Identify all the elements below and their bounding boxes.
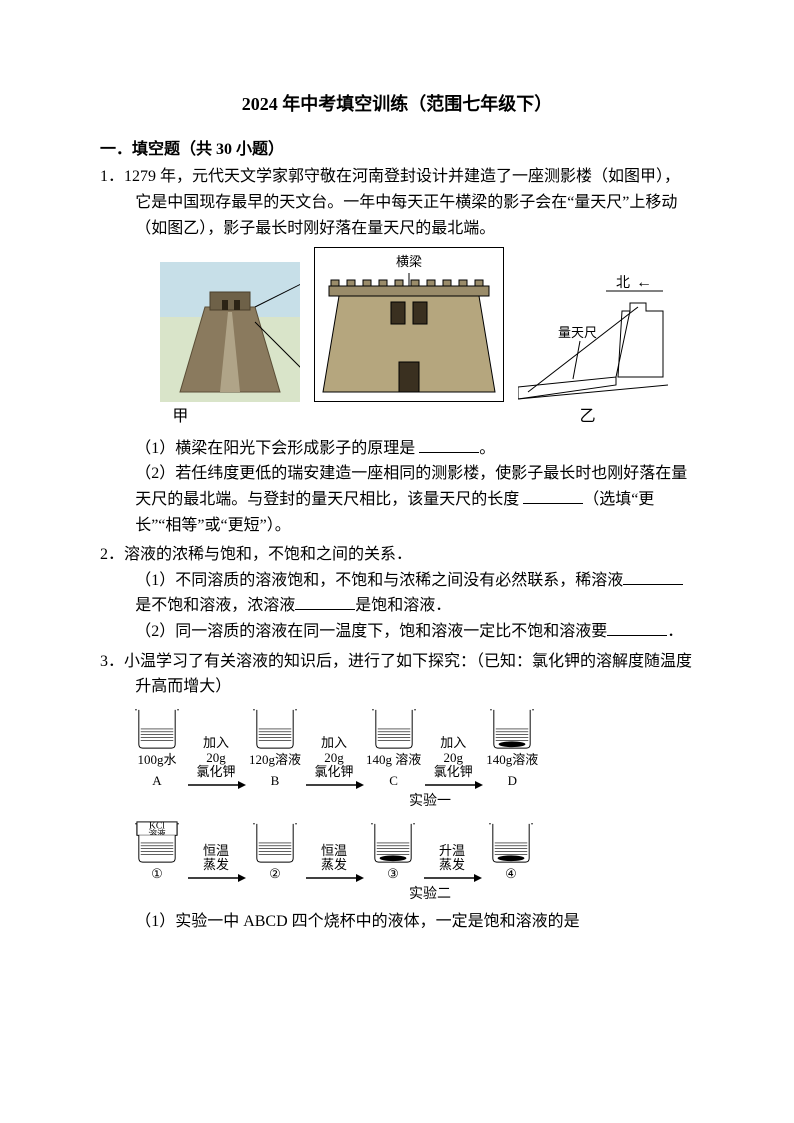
blank[interactable] bbox=[419, 436, 479, 453]
building-svg bbox=[319, 252, 499, 397]
arrow: 恒温蒸发 bbox=[304, 844, 364, 885]
arrow: 加入20g氯化钾 bbox=[304, 736, 364, 791]
arrow-left-icon: ← bbox=[636, 274, 652, 291]
exp2-label: 实验二 bbox=[190, 884, 670, 906]
side-view-diagram: 北 ← 量天尺 bbox=[518, 267, 668, 402]
q1-num: 1． bbox=[100, 168, 124, 185]
q3-body: 3．小温学习了有关溶液的知识后，进行了如下探究：（已知：氯化钾的溶解度随温度升高… bbox=[100, 649, 694, 700]
beaker: 120g溶液B bbox=[248, 706, 302, 792]
arrow: 升温蒸发 bbox=[422, 844, 482, 885]
blank[interactable] bbox=[295, 593, 355, 610]
exp1-label: 实验一 bbox=[190, 791, 670, 813]
page-title: 2024 年中考填空训练（范围七年级下） bbox=[100, 90, 694, 119]
q1-body: 1．1279 年，元代天文学家郭守敬在河南登封设计并建造了一座测影楼（如图甲），… bbox=[100, 164, 694, 241]
caption-a: 甲 bbox=[172, 404, 188, 430]
q1-text: 1279 年，元代天文学家郭守敬在河南登封设计并建造了一座测影楼（如图甲），它是… bbox=[124, 168, 680, 236]
q2-sub2: （2）同一溶质的溶液在同一温度下，饱和溶液一定比不饱和溶液要． bbox=[100, 619, 694, 645]
arrow: 加入20g氯化钾 bbox=[186, 736, 246, 791]
exp2-row: KCl 溶液 ① 恒温蒸发 ② 恒温蒸发 ③ 升温蒸发 bbox=[130, 820, 694, 885]
ruler-label: 量天尺 bbox=[558, 325, 597, 340]
page: 2024 年中考填空训练（范围七年级下） 一．填空题（共 30 小题） 1．12… bbox=[0, 0, 794, 978]
beaker: KCl 溶液 ① bbox=[130, 820, 184, 885]
exp1-row: 100g水A 加入20g氯化钾 120g溶液B 加入20g氯化钾 140g 溶液… bbox=[130, 706, 694, 792]
q1-sub1: （1）横梁在阳光下会形成影子的原理是 。 bbox=[100, 436, 694, 462]
q1-captions: 甲 x 乙 bbox=[134, 404, 634, 430]
question-2: 2．溶液的浓稀与饱和，不饱和之间的关系． （1）不同溶质的溶液饱和，不饱和与浓稀… bbox=[100, 542, 694, 644]
beam-label: 横梁 bbox=[394, 252, 424, 273]
q2-sub1: （1）不同溶质的溶液饱和，不饱和与浓稀之间没有必然联系，稀溶液是不饱和溶液，浓溶… bbox=[100, 568, 694, 619]
question-3: 3．小温学习了有关溶液的知识后，进行了如下探究：（已知：氯化钾的溶解度随温度升高… bbox=[100, 649, 694, 935]
blank[interactable] bbox=[607, 619, 667, 636]
section-heading: 一．填空题（共 30 小题） bbox=[100, 137, 694, 163]
blank[interactable] bbox=[523, 487, 583, 504]
q1-figures: 横梁 bbox=[134, 247, 694, 402]
beaker: ② bbox=[248, 820, 302, 885]
q2-body: 2．溶液的浓稀与饱和，不饱和之间的关系． bbox=[100, 542, 694, 568]
caption-b: 乙 bbox=[580, 404, 596, 430]
beaker: 100g水A bbox=[130, 706, 184, 792]
beaker: ④ bbox=[484, 820, 538, 885]
blank[interactable] bbox=[623, 568, 683, 585]
tower-photo bbox=[160, 262, 300, 402]
arrow: 加入20g氯化钾 bbox=[423, 736, 483, 791]
q1-sub2: （2）若任纬度更低的瑞安建造一座相同的测影楼，使影子最长时也刚好落在量天尺的最北… bbox=[100, 461, 694, 538]
north-label: 北 bbox=[616, 275, 630, 291]
building-diagram: 横梁 bbox=[314, 247, 504, 402]
beaker: 140g 溶液C bbox=[366, 706, 421, 792]
q3-sub1: （1）实验一中 ABCD 四个烧杯中的液体，一定是饱和溶液的是 bbox=[100, 909, 694, 935]
beaker: ③ bbox=[366, 820, 420, 885]
question-1: 1．1279 年，元代天文学家郭守敬在河南登封设计并建造了一座测影楼（如图甲），… bbox=[100, 164, 694, 538]
arrow: 恒温蒸发 bbox=[186, 844, 246, 885]
beaker: 140g溶液D bbox=[485, 706, 539, 792]
